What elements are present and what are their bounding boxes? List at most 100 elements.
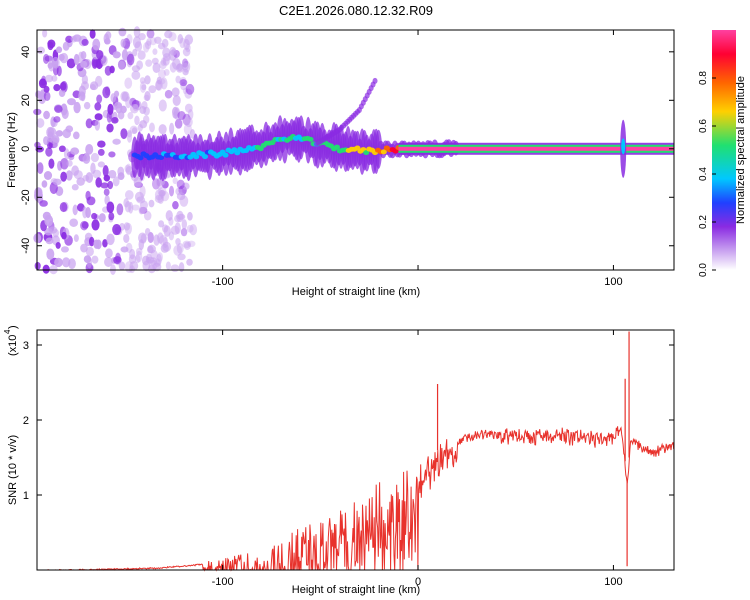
- noise-blob: [72, 34, 82, 42]
- noise-blob: [146, 253, 152, 262]
- noise-blob: [51, 56, 60, 69]
- noise-blob: [81, 38, 89, 46]
- noise-blob: [106, 233, 115, 246]
- noise-blob: [90, 162, 96, 175]
- snr-multiplier: (x10 4 ): [3, 325, 19, 356]
- band-core: [234, 150, 241, 156]
- band-core: [158, 155, 165, 161]
- noise-blob: [187, 211, 193, 221]
- noise-blob: [96, 94, 103, 104]
- noise-blob: [118, 261, 126, 271]
- noise-blob: [146, 29, 155, 39]
- noise-blob: [158, 99, 167, 112]
- snr-ticks: -100 0 100 1 2 3: [23, 330, 674, 588]
- noise-blob: [44, 74, 54, 83]
- y-tick-label: 0: [20, 146, 32, 152]
- noise-blob: [172, 177, 178, 185]
- noise-blob: [63, 148, 70, 160]
- noise-blob: [93, 239, 100, 249]
- colorbar-tick-label: 0.0: [698, 263, 709, 277]
- noise-blob: [58, 53, 65, 61]
- noise-blob: [147, 264, 156, 274]
- noise-blob: [54, 105, 63, 114]
- noise-blob: [159, 60, 167, 70]
- spectrogram-xlabel: Height of straight line (km): [292, 286, 420, 298]
- noise-blob: [128, 254, 137, 264]
- noise-blob: [144, 40, 152, 50]
- noise-blob: [80, 81, 89, 91]
- y-tick-label: 2: [23, 415, 29, 427]
- noise-blob: [100, 182, 109, 189]
- noise-blob: [149, 122, 155, 133]
- y-tick-label: 1: [23, 490, 29, 502]
- noise-blob: [138, 232, 147, 244]
- noise-blob: [163, 68, 170, 76]
- noise-blob: [73, 53, 80, 66]
- noise-blob: [104, 65, 112, 76]
- noise-blob: [43, 110, 50, 120]
- noise-blob: [71, 184, 79, 191]
- noise-blob: [164, 89, 173, 99]
- noise-blob: [91, 212, 98, 220]
- noise-blob: [162, 56, 170, 66]
- noise-blob: [91, 255, 99, 264]
- noise-blob: [154, 36, 162, 44]
- noise-blob: [34, 261, 41, 270]
- noise-blob: [106, 201, 115, 214]
- colorbar-label: Normalized spectral amplitude: [735, 76, 747, 224]
- noise-blob: [165, 210, 173, 221]
- noise-blob: [116, 203, 124, 216]
- noise-blob: [103, 188, 110, 196]
- noise-blob: [152, 48, 158, 55]
- x-tick-label: 100: [604, 576, 622, 588]
- noise-blob: [159, 234, 168, 246]
- noise-blob: [43, 171, 53, 180]
- noise-blob: [39, 200, 48, 207]
- noise-blob: [89, 29, 96, 39]
- noise-blob: [180, 227, 188, 237]
- noise-blob: [149, 37, 157, 46]
- noise-blob: [108, 212, 115, 221]
- noise-blob: [43, 136, 49, 146]
- x-tick-label: 0: [415, 576, 421, 588]
- noise-blob: [137, 50, 146, 60]
- noise-blob: [58, 145, 66, 153]
- snr-ylabel: SNR (10 * v/v): [7, 435, 19, 505]
- noise-blob: [114, 101, 123, 109]
- band-core: [193, 154, 200, 160]
- noise-blob: [105, 31, 112, 40]
- noise-blob: [177, 111, 186, 120]
- noise-blob: [65, 35, 73, 43]
- noise-blob: [182, 47, 191, 57]
- noise-blob: [146, 38, 152, 46]
- noise-blob: [158, 69, 166, 79]
- noise-blob: [182, 240, 192, 249]
- noise-blob: [131, 70, 141, 80]
- colorbar-tick-label: 0.8: [698, 71, 709, 85]
- noise-blob: [168, 216, 174, 226]
- snr-xlabel: Height of straight line (km): [292, 584, 420, 596]
- noise-blob: [124, 77, 133, 89]
- noise-blob: [187, 109, 194, 120]
- noise-blob: [126, 131, 133, 143]
- noise-blob: [73, 234, 79, 242]
- noise-blob: [139, 77, 146, 84]
- noise-blob: [61, 231, 67, 240]
- noise-blob: [175, 187, 183, 196]
- noise-blob: [120, 38, 126, 48]
- colorbar-tick-label: 0.6: [698, 119, 709, 133]
- noise-blob: [55, 241, 61, 249]
- noise-blob: [125, 163, 132, 176]
- noise-blob: [168, 231, 175, 241]
- noise-blob: [118, 60, 125, 70]
- noise-blob: [59, 202, 68, 213]
- noise-blob: [69, 218, 79, 227]
- noise-blob: [78, 91, 86, 101]
- noise-blob: [172, 95, 181, 106]
- noise-blob: [56, 46, 63, 54]
- noise-blob: [132, 36, 141, 49]
- noise-blob: [187, 240, 196, 247]
- noise-blob: [169, 46, 177, 56]
- band-core: [333, 144, 340, 150]
- noise-blob: [112, 51, 121, 59]
